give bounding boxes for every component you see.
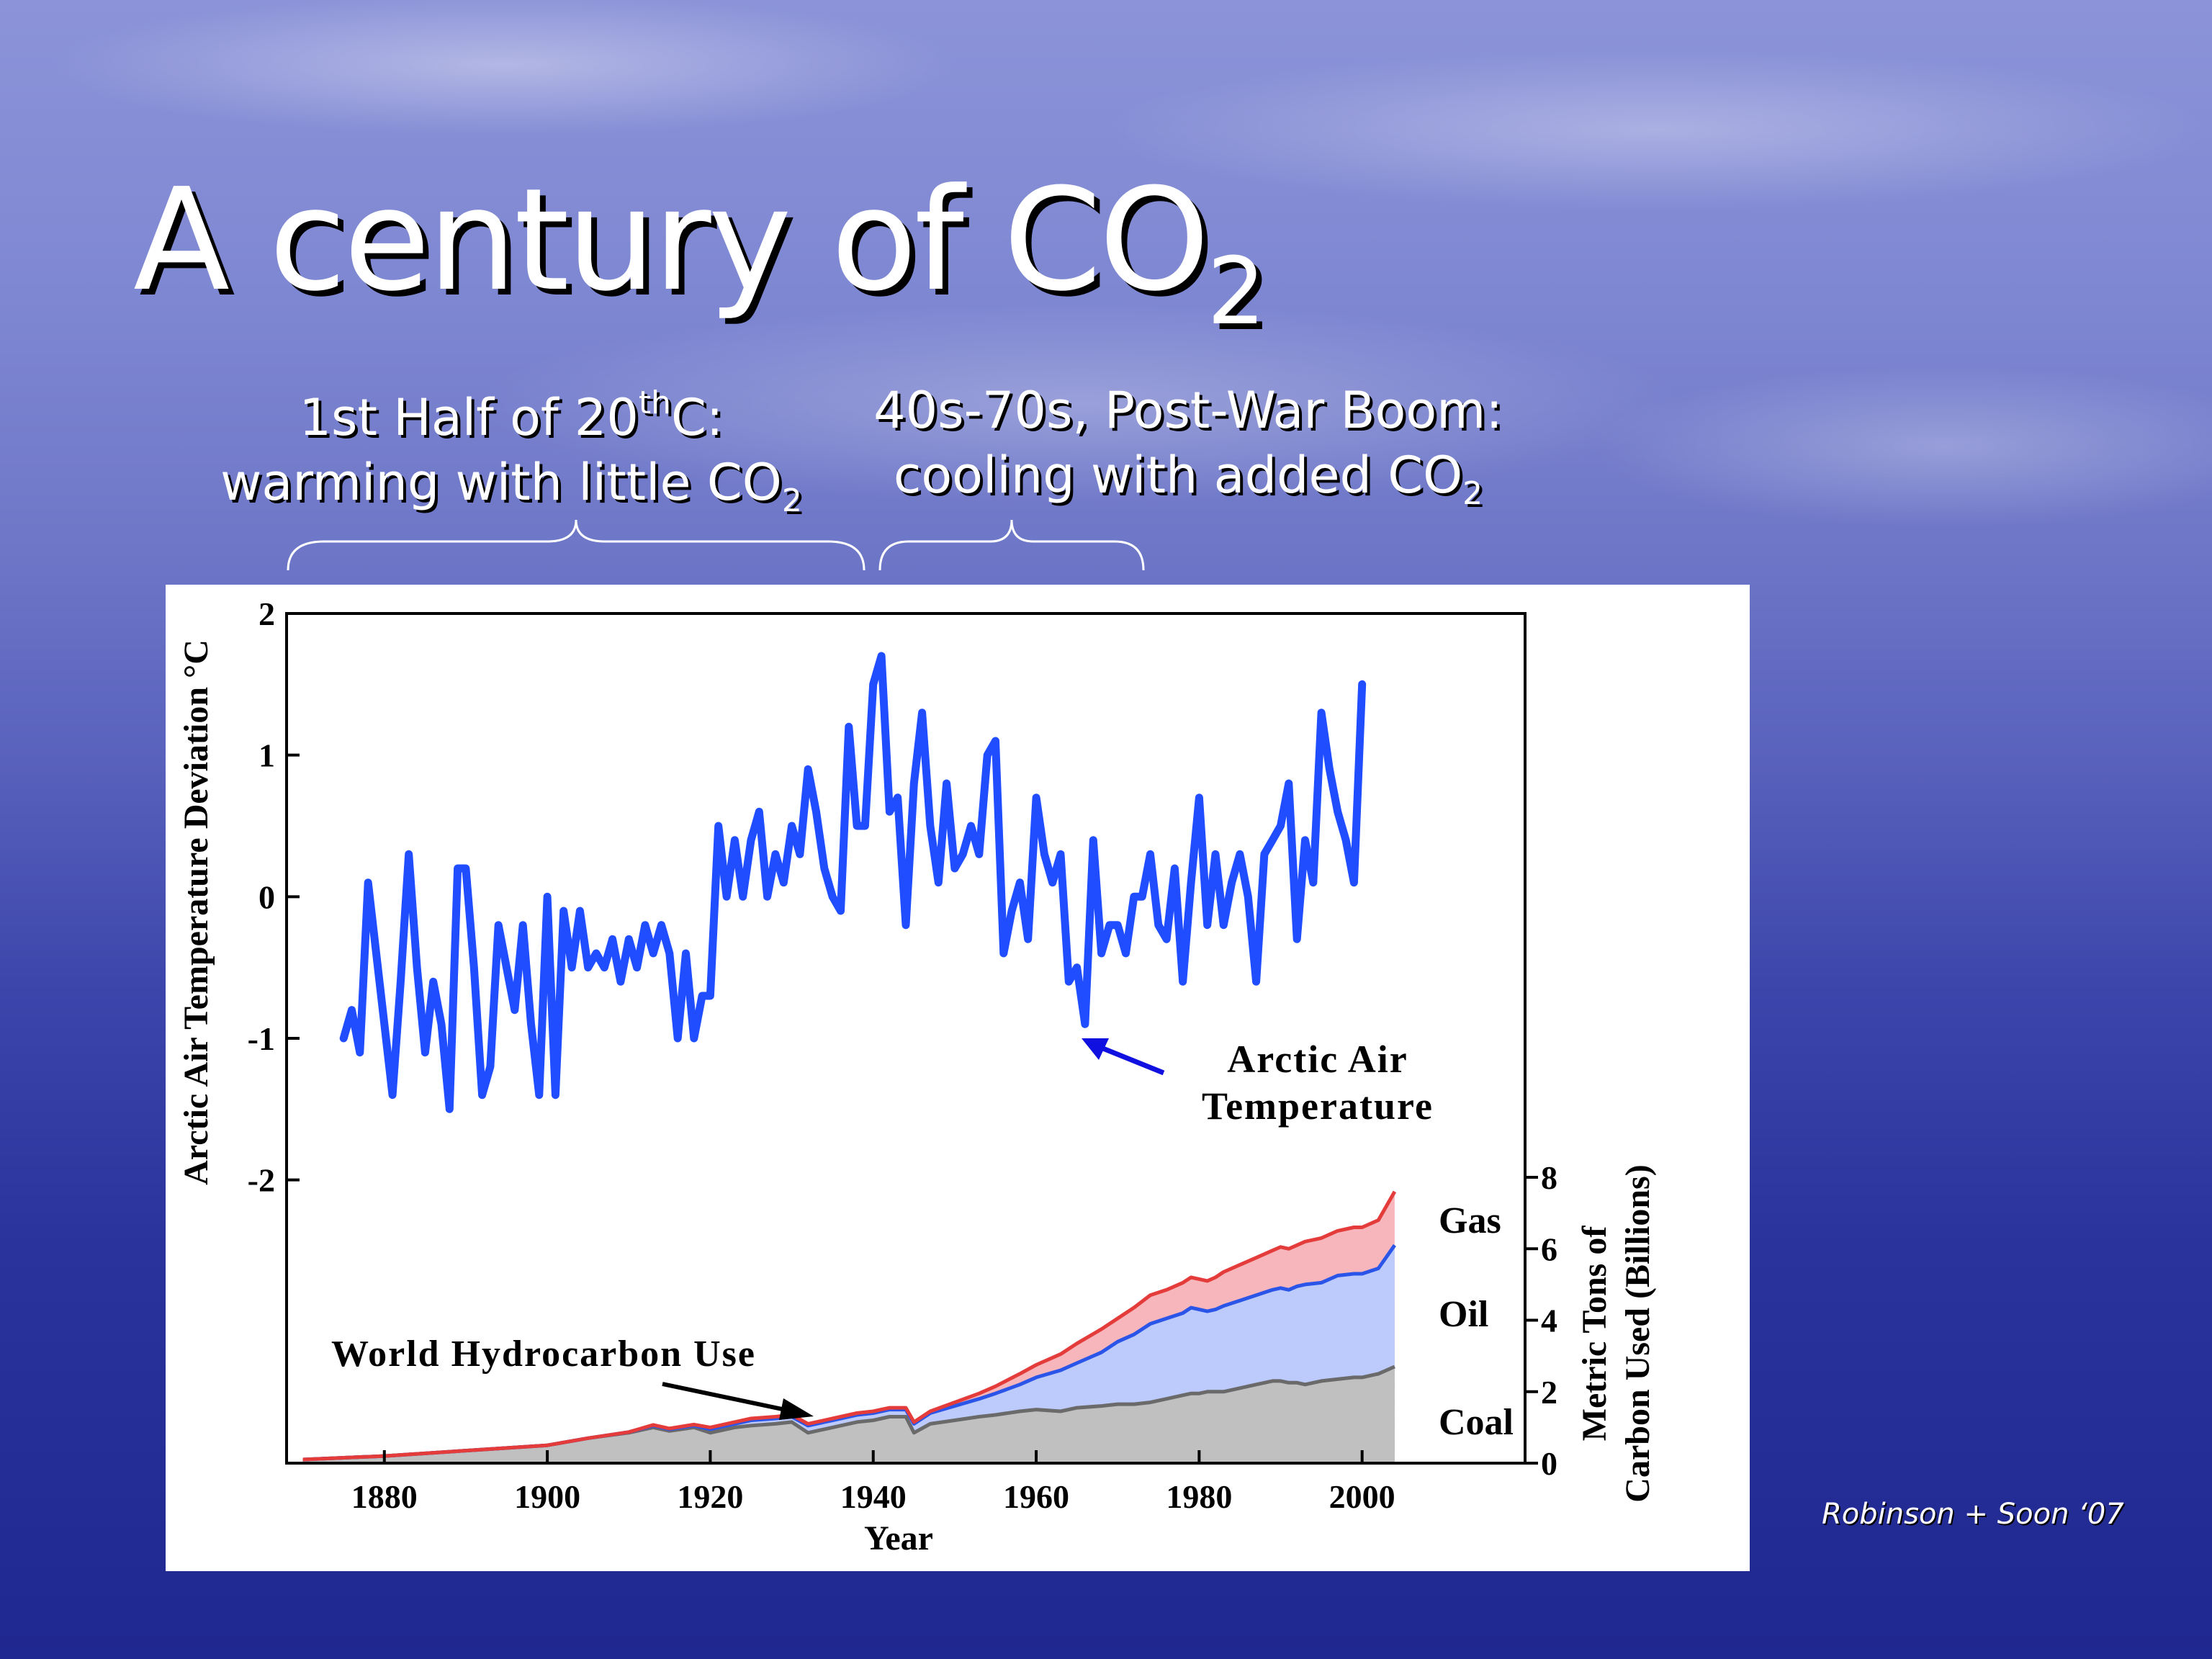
chart-svg: 1880 1900 1920 1940 1960 1980 2000 2 1 0 -1 -2 8 6 4 2 0… [177, 595, 1657, 1557]
hydrocarbon-areas [302, 1191, 1395, 1463]
hydrocarbon-label: World Hydrocarbon Use [331, 1334, 756, 1375]
credit-text: Robinson + Soon ‘07 [1822, 1498, 2124, 1531]
annotation-subscript: 2 [781, 482, 802, 519]
y2-axis-title-line2: Carbon Used (Billions) [1619, 1164, 1657, 1502]
y2-tick-label: 4 [1541, 1303, 1557, 1339]
chart-panel: 1880 1900 1920 1940 1960 1980 2000 2 1 0 -1 -2 8 6 4 2 0… [166, 585, 1750, 1571]
annotation-post-war-line2: cooling with added CO2 [850, 443, 1527, 510]
line-gas [302, 1190, 1397, 1462]
x-tick-label: 1920 [677, 1478, 743, 1515]
annotation-first-half: 1st Half of 20thC: warming with little C… [216, 385, 806, 517]
series-lines [302, 652, 1397, 1462]
title-subscript: 2 [1207, 238, 1265, 346]
temperature-arrow-head [1082, 1038, 1109, 1060]
y-tick-label: 1 [258, 737, 275, 774]
series-label-oil: Oil [1439, 1294, 1488, 1335]
annotation-post-war-line1: 40s-70s, Post-War Boom: [873, 381, 1503, 440]
y-tick-label: -2 [248, 1162, 275, 1199]
annotation-text: 1st Half of 20 [299, 388, 639, 447]
annotation-first-half-line1: 1st Half of 20thC: [216, 385, 806, 450]
area-coal [302, 1367, 1395, 1463]
y2-tick-label: 8 [1541, 1159, 1557, 1196]
annotation-post-war: 40s-70s, Post-War Boom: cooling with add… [850, 378, 1527, 510]
annotation-first-half-line2: warming with little CO2 [216, 450, 806, 517]
slide-title: A century of CO2 [133, 158, 1266, 346]
temperature-label-line1: Arctic Air [1227, 1038, 1408, 1081]
y2-tick-label: 2 [1541, 1374, 1557, 1411]
annotation-subscript: 2 [1462, 475, 1483, 512]
y-tick-label: 2 [258, 595, 275, 632]
x-tick-label: 1980 [1166, 1478, 1232, 1515]
x-tick-label: 1880 [351, 1478, 418, 1515]
brace-first-half [287, 519, 866, 571]
brace-post-war [878, 519, 1145, 571]
line-coal [302, 1364, 1395, 1462]
x-axis-title: Year [864, 1519, 933, 1557]
annotation-superscript: th [638, 385, 672, 421]
y2-tick-label: 6 [1541, 1231, 1557, 1267]
title-main: A century of CO [133, 158, 1210, 323]
temperature-line [339, 652, 1367, 1113]
hydrocarbon-arrow-head [779, 1398, 814, 1420]
annotation-text: warming with little CO [220, 453, 782, 512]
x-tick-label: 1960 [1003, 1478, 1069, 1515]
annotation-text: C: [671, 388, 724, 447]
y-axis-title: Arctic Air Temperature Deviation °C [177, 639, 215, 1185]
annotation-text: cooling with added CO [893, 446, 1463, 505]
y-tick-label: -1 [248, 1020, 275, 1057]
series-label-coal: Coal [1439, 1402, 1514, 1443]
hydrocarbon-arrow-shaft [662, 1382, 800, 1415]
x-tick-label: 2000 [1329, 1478, 1395, 1515]
y2-axis-title-line1: Metric Tons of [1575, 1226, 1614, 1442]
series-label-gas: Gas [1439, 1200, 1501, 1241]
temperature-label-line2: Temperature [1202, 1084, 1434, 1128]
annotation-braces [287, 519, 1145, 571]
y-tick-label: 0 [258, 878, 275, 915]
x-tick-label: 1940 [840, 1478, 907, 1515]
y2-tick-label: 0 [1541, 1445, 1557, 1482]
axis-ticks: 1880 1900 1920 1940 1960 1980 2000 2 1 0 -1 -2 8 6 4 2 0 [248, 595, 1557, 1515]
x-tick-label: 1900 [514, 1478, 580, 1515]
